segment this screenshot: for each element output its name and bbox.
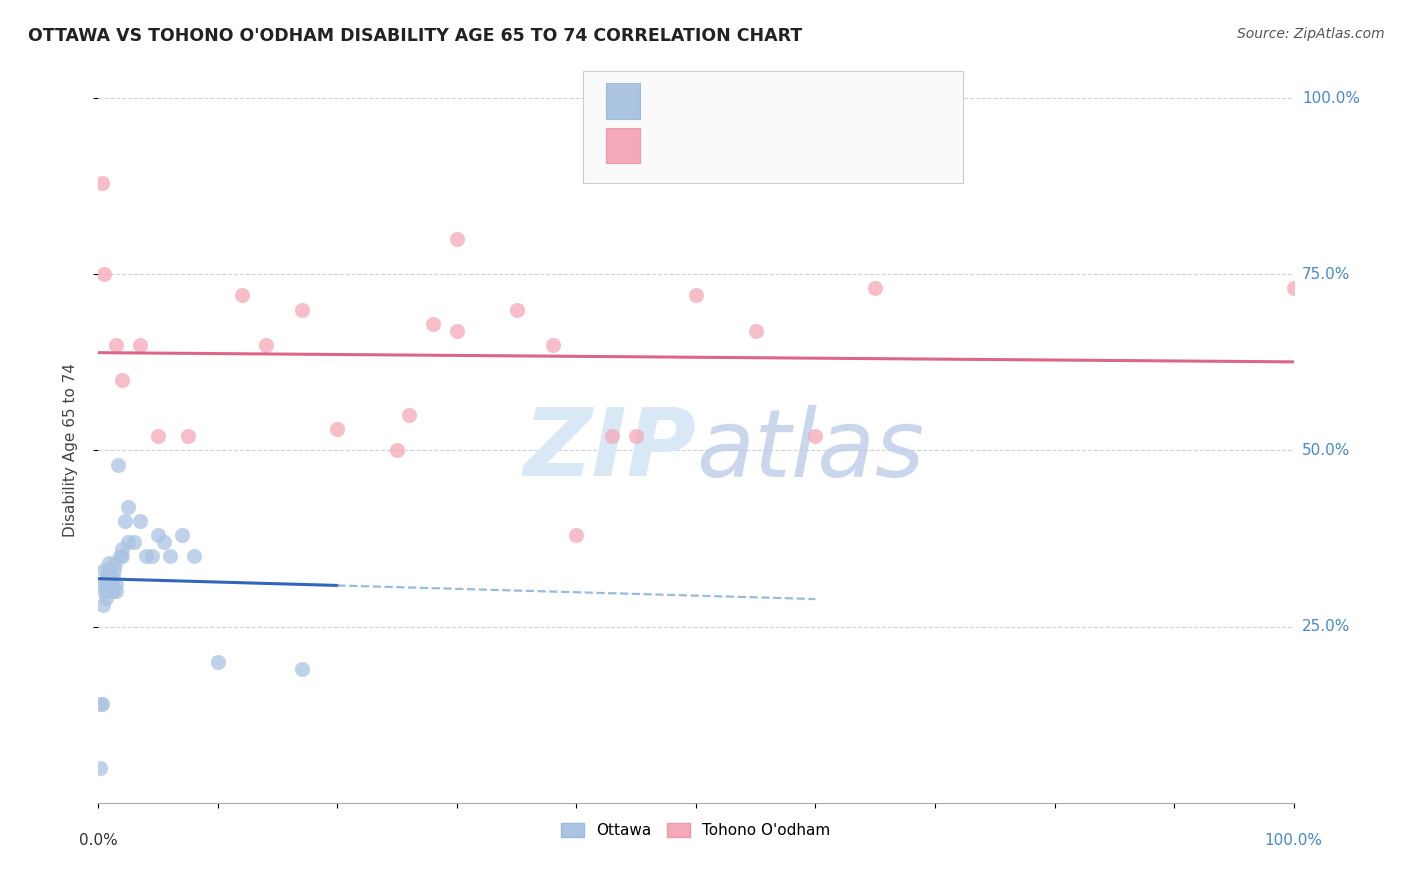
Tohono O'odham (93, 268, 115, 282)
Ottawa (91, 697, 114, 711)
Ottawa (114, 514, 136, 528)
Ottawa (98, 577, 122, 591)
Ottawa (96, 584, 118, 599)
Ottawa (117, 500, 139, 514)
Ottawa (111, 549, 134, 564)
Ottawa (97, 577, 120, 591)
Text: 100.0%: 100.0% (1302, 91, 1360, 105)
Ottawa (148, 528, 170, 542)
Tohono O'odham (565, 528, 588, 542)
Text: atlas: atlas (696, 405, 924, 496)
Ottawa (91, 599, 114, 613)
Ottawa (93, 584, 115, 599)
Tohono O'odham (1282, 281, 1305, 295)
Tohono O'odham (865, 281, 887, 295)
Ottawa (98, 584, 122, 599)
Ottawa (129, 514, 152, 528)
Ottawa (101, 570, 124, 584)
Ottawa (89, 760, 111, 774)
Ottawa (103, 563, 125, 577)
Ottawa (101, 584, 124, 599)
Ottawa (291, 662, 314, 676)
Ottawa (93, 577, 115, 591)
Text: 26: 26 (848, 136, 870, 154)
Text: 0.0%: 0.0% (79, 833, 118, 848)
Text: ZIP: ZIP (523, 404, 696, 497)
Ottawa (111, 542, 134, 557)
Tohono O'odham (804, 429, 827, 443)
Tohono O'odham (506, 302, 529, 317)
Ottawa (96, 570, 118, 584)
Tohono O'odham (111, 373, 134, 387)
Tohono O'odham (446, 232, 468, 246)
Ottawa (207, 655, 229, 669)
Ottawa (107, 458, 129, 472)
Tohono O'odham (398, 408, 420, 422)
Tohono O'odham (446, 324, 468, 338)
Tohono O'odham (91, 176, 114, 190)
Tohono O'odham (291, 302, 314, 317)
Ottawa (124, 535, 146, 549)
Ottawa (100, 577, 122, 591)
Text: 25.0%: 25.0% (1302, 619, 1350, 634)
Text: N =: N = (799, 92, 835, 110)
Text: Source: ZipAtlas.com: Source: ZipAtlas.com (1237, 27, 1385, 41)
Ottawa (183, 549, 205, 564)
Tohono O'odham (626, 429, 648, 443)
Ottawa (97, 563, 120, 577)
Ottawa (104, 556, 127, 570)
Tohono O'odham (105, 337, 128, 351)
Text: -0.247: -0.247 (696, 92, 755, 110)
Tohono O'odham (685, 288, 707, 302)
Ottawa (108, 549, 131, 564)
Text: 0.441: 0.441 (696, 136, 755, 154)
Ottawa (159, 549, 181, 564)
Ottawa (117, 535, 139, 549)
Ottawa (98, 570, 122, 584)
Tohono O'odham (148, 429, 170, 443)
Text: OTTAWA VS TOHONO O'ODHAM DISABILITY AGE 65 TO 74 CORRELATION CHART: OTTAWA VS TOHONO O'ODHAM DISABILITY AGE … (28, 27, 803, 45)
Ottawa (141, 549, 163, 564)
Tohono O'odham (385, 443, 409, 458)
Tohono O'odham (541, 337, 564, 351)
Ottawa (153, 535, 176, 549)
Text: R =: R = (650, 92, 686, 110)
Ottawa (98, 556, 121, 570)
Tohono O'odham (422, 317, 444, 331)
Tohono O'odham (129, 337, 152, 351)
Text: 45: 45 (848, 92, 870, 110)
Ottawa (100, 584, 122, 599)
Ottawa (90, 697, 112, 711)
Ottawa (172, 528, 194, 542)
Ottawa (105, 577, 128, 591)
Tohono O'odham (231, 288, 253, 302)
Ottawa (93, 563, 115, 577)
Text: N =: N = (799, 136, 835, 154)
Ottawa (98, 570, 121, 584)
Ottawa (94, 577, 117, 591)
Ottawa (135, 549, 157, 564)
Tohono O'odham (326, 422, 349, 436)
Tohono O'odham (745, 324, 768, 338)
Y-axis label: Disability Age 65 to 74: Disability Age 65 to 74 (63, 363, 77, 538)
Text: 100.0%: 100.0% (1264, 833, 1323, 848)
Ottawa (94, 591, 117, 606)
Ottawa (105, 584, 128, 599)
Tohono O'odham (177, 429, 200, 443)
Ottawa (98, 563, 122, 577)
Text: 50.0%: 50.0% (1302, 443, 1350, 458)
Text: 75.0%: 75.0% (1302, 267, 1350, 282)
Tohono O'odham (254, 337, 277, 351)
Text: R =: R = (650, 136, 686, 154)
Legend: Ottawa, Tohono O'odham: Ottawa, Tohono O'odham (555, 817, 837, 845)
Tohono O'odham (602, 429, 624, 443)
